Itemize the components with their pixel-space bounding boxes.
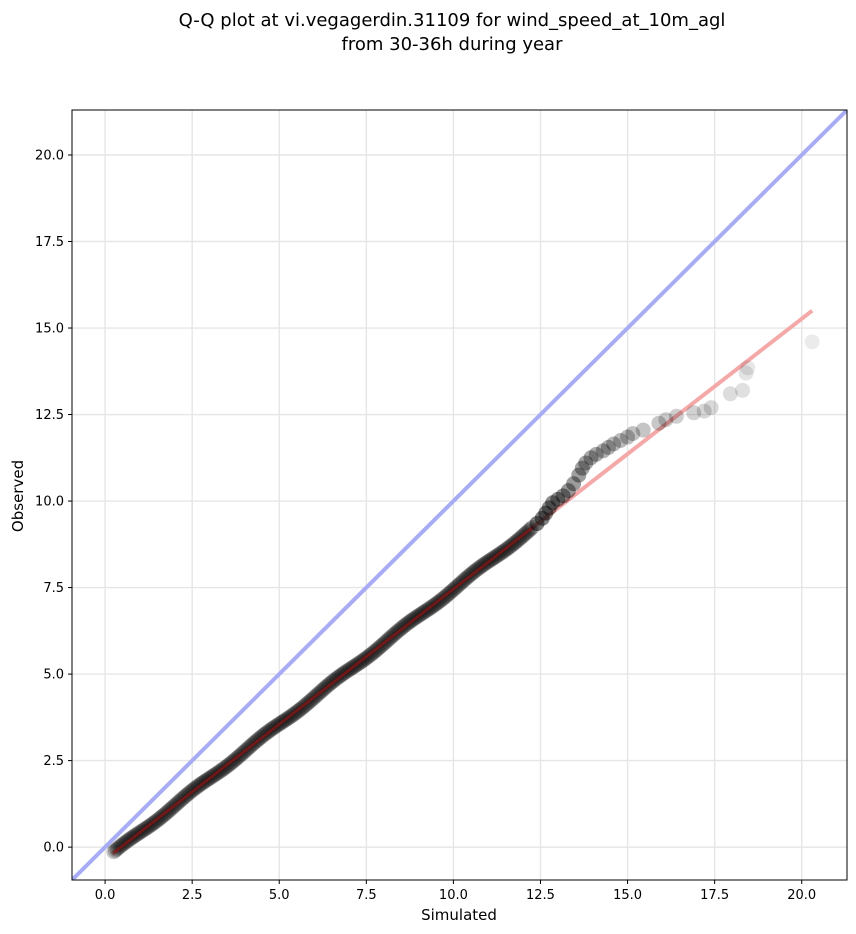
- tail-point-5: [550, 491, 566, 507]
- y-tick-label-7: 17.5: [35, 235, 64, 250]
- tail-point-4: [545, 495, 561, 511]
- tail-point-24: [686, 405, 702, 421]
- x-tick-label-1: 2.5: [182, 888, 203, 903]
- tail-point-30: [740, 360, 756, 376]
- identity-line: [72, 110, 847, 880]
- tail-point-28: [735, 382, 751, 398]
- y-tick-label-6: 15.0: [35, 322, 64, 337]
- x-tick-label-4: 10.0: [439, 888, 468, 903]
- tail-point-15: [600, 439, 616, 455]
- tail-point-19: [625, 426, 641, 442]
- tail-point-7: [560, 483, 576, 499]
- x-tick-label-3: 7.5: [356, 888, 377, 903]
- tail-point-25: [696, 403, 712, 419]
- tail-point-0: [529, 516, 545, 532]
- y-axis-label: Observed: [9, 460, 27, 532]
- tail-points: [529, 334, 820, 532]
- y-tick-label-4: 10.0: [35, 495, 64, 510]
- tail-point-1: [534, 510, 550, 526]
- tail-point-12: [583, 450, 599, 466]
- tail-point-23: [668, 408, 684, 424]
- tail-point-31: [804, 334, 820, 350]
- tail-point-29: [738, 365, 754, 381]
- x-axis: 0.0 2.5 5.0 7.5 10.0 12.5 15.0 17.5 20.0: [95, 880, 816, 903]
- tail-point-18: [620, 429, 636, 445]
- x-axis-label: Simulated: [421, 906, 497, 924]
- tail-point-26: [703, 400, 719, 416]
- tail-point-16: [606, 436, 622, 452]
- tail-point-6: [555, 488, 571, 504]
- y-tick-label-5: 12.5: [35, 408, 64, 423]
- tail-point-27: [722, 386, 738, 402]
- x-tick-label-6: 15.0: [613, 888, 642, 903]
- x-tick-label-7: 17.5: [700, 888, 729, 903]
- y-axis: 0.0 2.5 5.0 7.5 10.0 12.5 15.0 17.5 20.0: [35, 148, 72, 856]
- plot-frame: [71, 109, 848, 881]
- y-tick-label-0: 0.0: [43, 841, 64, 856]
- x-tick-label-0: 0.0: [95, 888, 116, 903]
- tail-point-21: [651, 415, 667, 431]
- tail-point-9: [571, 467, 587, 483]
- chart-title-line-2: from 30-36h during year: [342, 34, 564, 55]
- x-tick-label-2: 5.0: [269, 888, 290, 903]
- y-tick-label-8: 20.0: [35, 148, 64, 163]
- tail-point-22: [658, 412, 674, 428]
- tail-point-14: [595, 443, 611, 459]
- y-tick-label-1: 2.5: [43, 754, 64, 769]
- x-tick-label-5: 12.5: [526, 888, 555, 903]
- tail-point-3: [541, 500, 557, 516]
- plot-area: [72, 110, 847, 880]
- chart-title-line-1: Q-Q plot at vi.vegagerdin.31109 for wind…: [179, 10, 726, 31]
- grid: [72, 110, 847, 880]
- tail-point-17: [613, 432, 629, 448]
- y-tick-label-2: 5.0: [43, 668, 64, 683]
- tail-point-11: [578, 455, 594, 471]
- x-tick-label-8: 20.0: [787, 888, 816, 903]
- tail-point-20: [635, 422, 651, 438]
- tail-point-13: [588, 446, 604, 462]
- chart-title: Q-Q plot at vi.vegagerdin.31109 for wind…: [179, 10, 726, 55]
- tail-point-10: [574, 460, 590, 476]
- y-tick-label-3: 7.5: [43, 581, 64, 596]
- tail-point-2: [538, 505, 554, 521]
- fit-line-dense-segment: [112, 525, 535, 854]
- tail-point-8: [566, 476, 582, 492]
